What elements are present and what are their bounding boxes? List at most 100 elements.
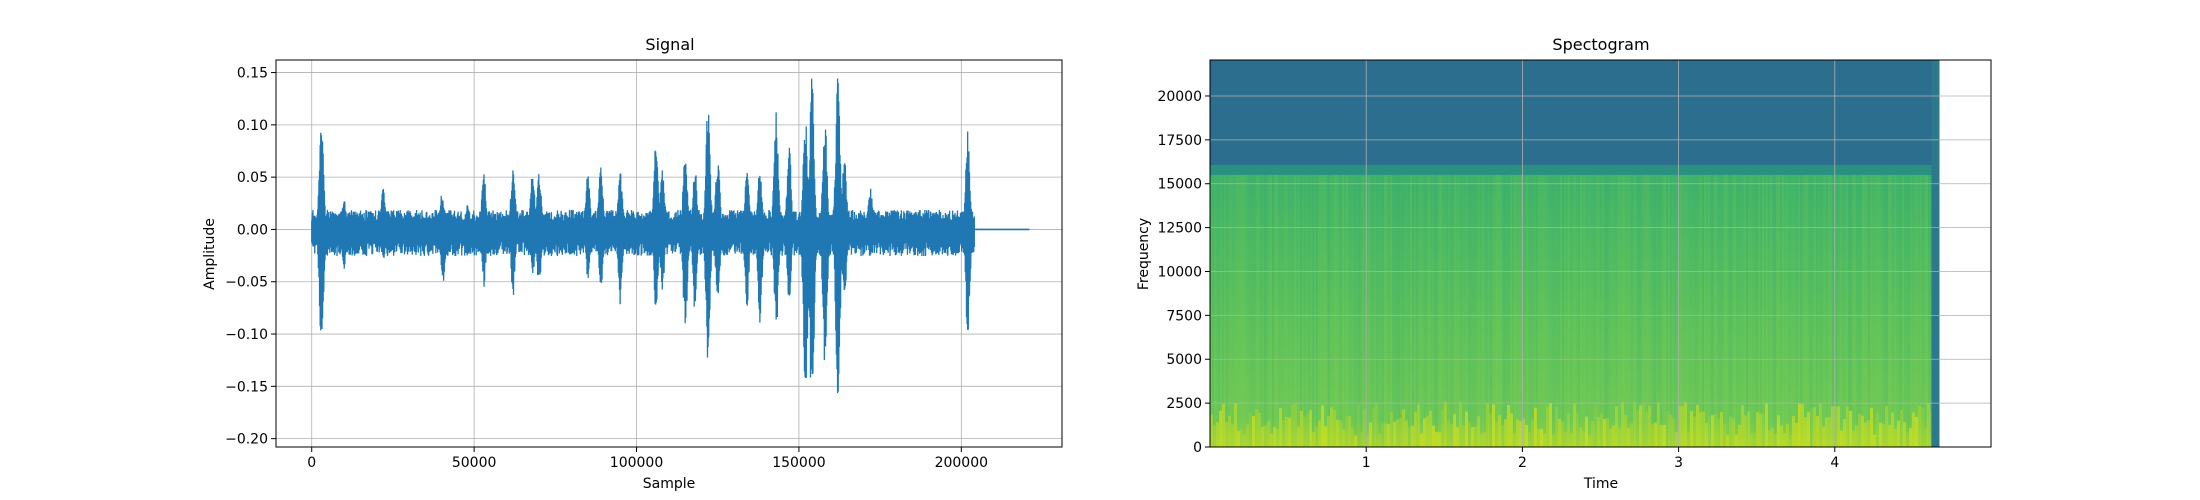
spectrogram-low-energy [1861, 415, 1864, 447]
spectrogram-texture [1924, 174, 1926, 448]
spectrogram-energy-region [1210, 174, 1940, 448]
spectrogram-low-energy [1864, 422, 1867, 447]
spectrogram-texture [1210, 174, 1212, 448]
spectrogram-texture [1252, 174, 1254, 448]
spectrogram-low-energy [1588, 435, 1591, 447]
spectrogram-low-energy [1327, 416, 1330, 447]
spectrogram-texture [1926, 174, 1928, 448]
spectrogram-low-energy [1729, 416, 1732, 447]
spectrogram-texture [1532, 174, 1534, 448]
spectrogram-low-energy [1321, 405, 1324, 447]
spectrogram-low-energy [1645, 412, 1648, 447]
spectrogram-texture [1750, 174, 1752, 448]
spectrogram-texture [1250, 174, 1252, 448]
spectrogram-texture [1350, 174, 1352, 448]
spectrogram-low-energy [1717, 418, 1720, 447]
spectrogram-texture [1368, 174, 1370, 448]
spectrogram-texture [1758, 174, 1760, 448]
spectrogram-texture [1732, 174, 1734, 448]
spectrogram-texture [1722, 175, 1724, 447]
spectrogram-low-energy [1816, 415, 1819, 447]
spectrogram-texture [1752, 175, 1754, 447]
spectrogram-texture [1754, 175, 1756, 447]
spectrogram-low-energy [1573, 403, 1576, 447]
spectrogram-texture [1850, 174, 1852, 448]
spectrogram-low-energy [1309, 410, 1312, 447]
spectrogram-low-energy [1678, 405, 1681, 447]
spectrogram-texture [1908, 174, 1910, 448]
spectrogram-low-energy [1741, 405, 1744, 447]
spectrogram-texture [1662, 174, 1664, 448]
spectrogram-texture [1882, 175, 1884, 447]
spectrogram-texture [1770, 174, 1772, 448]
spectrogram-texture [1728, 174, 1730, 448]
spectrogram-texture [1830, 174, 1832, 448]
spectrogram-y-axis-label: Frequency [1136, 218, 1152, 290]
spectrogram-low-energy [1870, 407, 1873, 447]
spectrogram-texture [1258, 174, 1260, 448]
spectrogram-low-energy [1297, 426, 1300, 447]
spectrogram-low-energy [1711, 415, 1714, 447]
spectrogram-texture [1726, 174, 1728, 448]
spectrogram-low-energy [1510, 413, 1513, 447]
spectrogram-low-energy [1381, 422, 1384, 447]
spectrogram-texture [1838, 175, 1840, 447]
spectrogram-low-energy [1438, 432, 1441, 447]
signal-series-line [311, 78, 975, 394]
spectrogram-texture [1442, 175, 1444, 447]
spectrogram-texture [1708, 174, 1710, 448]
spectrogram-texture [1872, 174, 1874, 448]
spectrogram-low-energy [1666, 411, 1669, 447]
spectrogram-texture [1720, 174, 1722, 448]
spectrogram-texture [1500, 174, 1502, 448]
spectrogram-low-energy [1780, 425, 1783, 447]
spectrogram-texture [1910, 174, 1912, 448]
spectrogram-low-energy [1210, 414, 1213, 447]
spectrogram-texture [1528, 175, 1530, 447]
spectrogram-low-energy [1279, 408, 1282, 447]
spectrogram-texture [1870, 174, 1872, 448]
spectrogram-low-energy [1687, 432, 1690, 447]
spectrogram-y-tick-label: 17500 [1157, 133, 1202, 149]
spectrogram-low-energy [1756, 412, 1759, 447]
spectrogram-low-energy [1288, 417, 1291, 447]
spectrogram-low-energy [1300, 410, 1303, 447]
spectrogram-texture [1354, 174, 1356, 448]
spectrogram-y-tick-label: 10000 [1157, 264, 1202, 280]
spectrogram-low-energy [1654, 422, 1657, 447]
spectrogram-texture [1298, 174, 1300, 448]
spectrogram-texture [1892, 174, 1894, 448]
spectrogram-y-tick-label: 20000 [1157, 89, 1202, 105]
spectrogram-low-energy [1606, 418, 1609, 447]
spectrogram-texture [1434, 174, 1436, 448]
spectrogram-texture [1658, 174, 1660, 448]
spectrogram-low-energy [1435, 431, 1438, 447]
spectrogram-texture [1274, 174, 1276, 448]
spectrogram-texture [1574, 174, 1576, 448]
signal-plot-frame [275, 59, 1063, 448]
spectrogram-low-energy [1732, 418, 1735, 447]
spectrogram-texture [1448, 174, 1450, 448]
spectrogram-texture [1248, 175, 1250, 447]
spectrogram-texture [1812, 175, 1814, 447]
spectrogram-texture [1582, 174, 1584, 448]
spectrogram-texture [1814, 174, 1816, 448]
spectrogram-low-energy [1474, 426, 1477, 447]
spectrogram-texture [1426, 175, 1428, 447]
spectrogram-texture [1416, 174, 1418, 448]
spectrogram-texture [1692, 175, 1694, 447]
spectrogram-texture [1796, 174, 1798, 448]
spectrogram-texture [1762, 174, 1764, 448]
spectrogram-texture [1916, 174, 1918, 448]
spectrogram-low-energy [1570, 433, 1573, 447]
spectrogram-low-energy [1477, 416, 1480, 447]
spectrogram-texture [1294, 174, 1296, 448]
spectrogram-texture [1556, 174, 1558, 448]
spectrogram-texture [1256, 174, 1258, 448]
spectrogram-low-energy [1750, 433, 1753, 447]
spectrogram-texture [1798, 174, 1800, 448]
spectrogram-texture [1326, 175, 1328, 447]
spectrogram-texture [1928, 174, 1930, 448]
spectrogram-texture [1402, 174, 1404, 448]
spectrogram-low-energy [1540, 429, 1543, 447]
